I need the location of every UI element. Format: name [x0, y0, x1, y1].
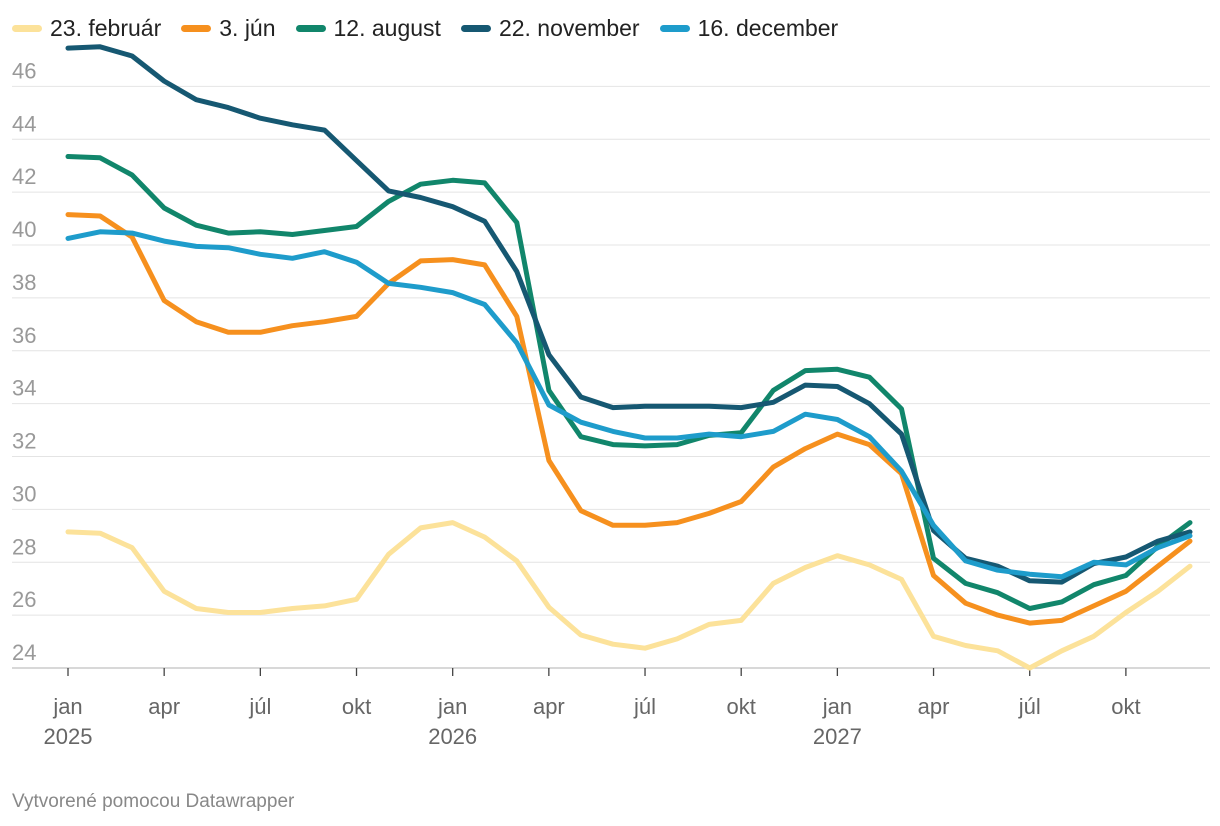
legend-swatch — [659, 25, 690, 32]
series-line-1 — [65, 212, 1193, 626]
legend-swatch — [460, 25, 491, 32]
legend-label: 12. august — [333, 15, 441, 41]
y-tick-label: 32 — [12, 429, 36, 454]
x-tick-year-label: 2027 — [813, 724, 862, 749]
x-tick-label: júl — [633, 694, 656, 719]
x-tick-label: júl — [248, 694, 271, 719]
gridlines — [12, 85, 1210, 669]
legend-swatch — [12, 25, 42, 32]
series-line-4 — [65, 229, 1193, 580]
y-tick-label: 40 — [12, 217, 36, 242]
y-tick-label: 30 — [12, 481, 36, 506]
y-tick-label: 42 — [12, 164, 36, 189]
legend-item: 23. február — [12, 15, 161, 42]
legend-item: 22. november — [460, 15, 640, 42]
y-axis: 24 26 28 30 32 34 36 38 40 42 44 46 — [12, 58, 36, 665]
y-tick-label: 28 — [12, 534, 36, 559]
y-tick-label: 36 — [12, 323, 36, 348]
x-tick-label: apr — [533, 694, 565, 719]
legend-item: 12. august — [295, 15, 441, 42]
legend-swatch — [295, 25, 326, 32]
legend-item: 16. december — [659, 15, 839, 42]
y-tick-label: 34 — [12, 376, 36, 401]
x-tick-label: apr — [148, 694, 180, 719]
y-tick-label: 24 — [12, 640, 36, 665]
legend-label: 16. december — [697, 15, 839, 41]
x-tick-label: jan — [437, 694, 467, 719]
legend-label: 22. november — [498, 15, 640, 41]
line-chart: 24 26 28 30 32 34 36 38 40 42 44 46 jan 2025 apr júl ok… — [12, 44, 1210, 749]
x-tick-year-label: 2026 — [428, 724, 477, 749]
legend-label: 3. jún — [219, 15, 276, 41]
series-line-3 — [65, 44, 1193, 585]
x-axis: jan 2025 apr júl okt jan 2026 apr júl okt jan 2027 a… — [44, 668, 1141, 749]
x-tick-label: apr — [918, 694, 950, 719]
x-tick-label: okt — [342, 694, 371, 719]
x-tick-label: okt — [1111, 694, 1140, 719]
x-tick-label: jan — [52, 694, 82, 719]
chart-legend: 23. február 3. jún 12. august 22. november 1… — [12, 15, 858, 42]
legend-item: 3. jún — [181, 15, 276, 42]
y-tick-label: 44 — [12, 111, 36, 136]
legend-swatch — [181, 25, 212, 32]
series-line-2 — [65, 154, 1193, 611]
series-lines — [65, 44, 1193, 671]
footer-credit: Vytvorené pomocou Datawrapper — [12, 791, 295, 812]
y-tick-label: 26 — [12, 587, 36, 612]
x-tick-year-label: 2025 — [44, 724, 93, 749]
y-tick-label: 38 — [12, 270, 36, 295]
legend-label: 23. február — [50, 15, 162, 41]
x-tick-label: okt — [727, 694, 756, 719]
x-tick-label: jan — [822, 694, 852, 719]
x-tick-label: júl — [1018, 694, 1041, 719]
y-tick-label: 46 — [12, 58, 36, 83]
series-line-0 — [65, 520, 1193, 671]
